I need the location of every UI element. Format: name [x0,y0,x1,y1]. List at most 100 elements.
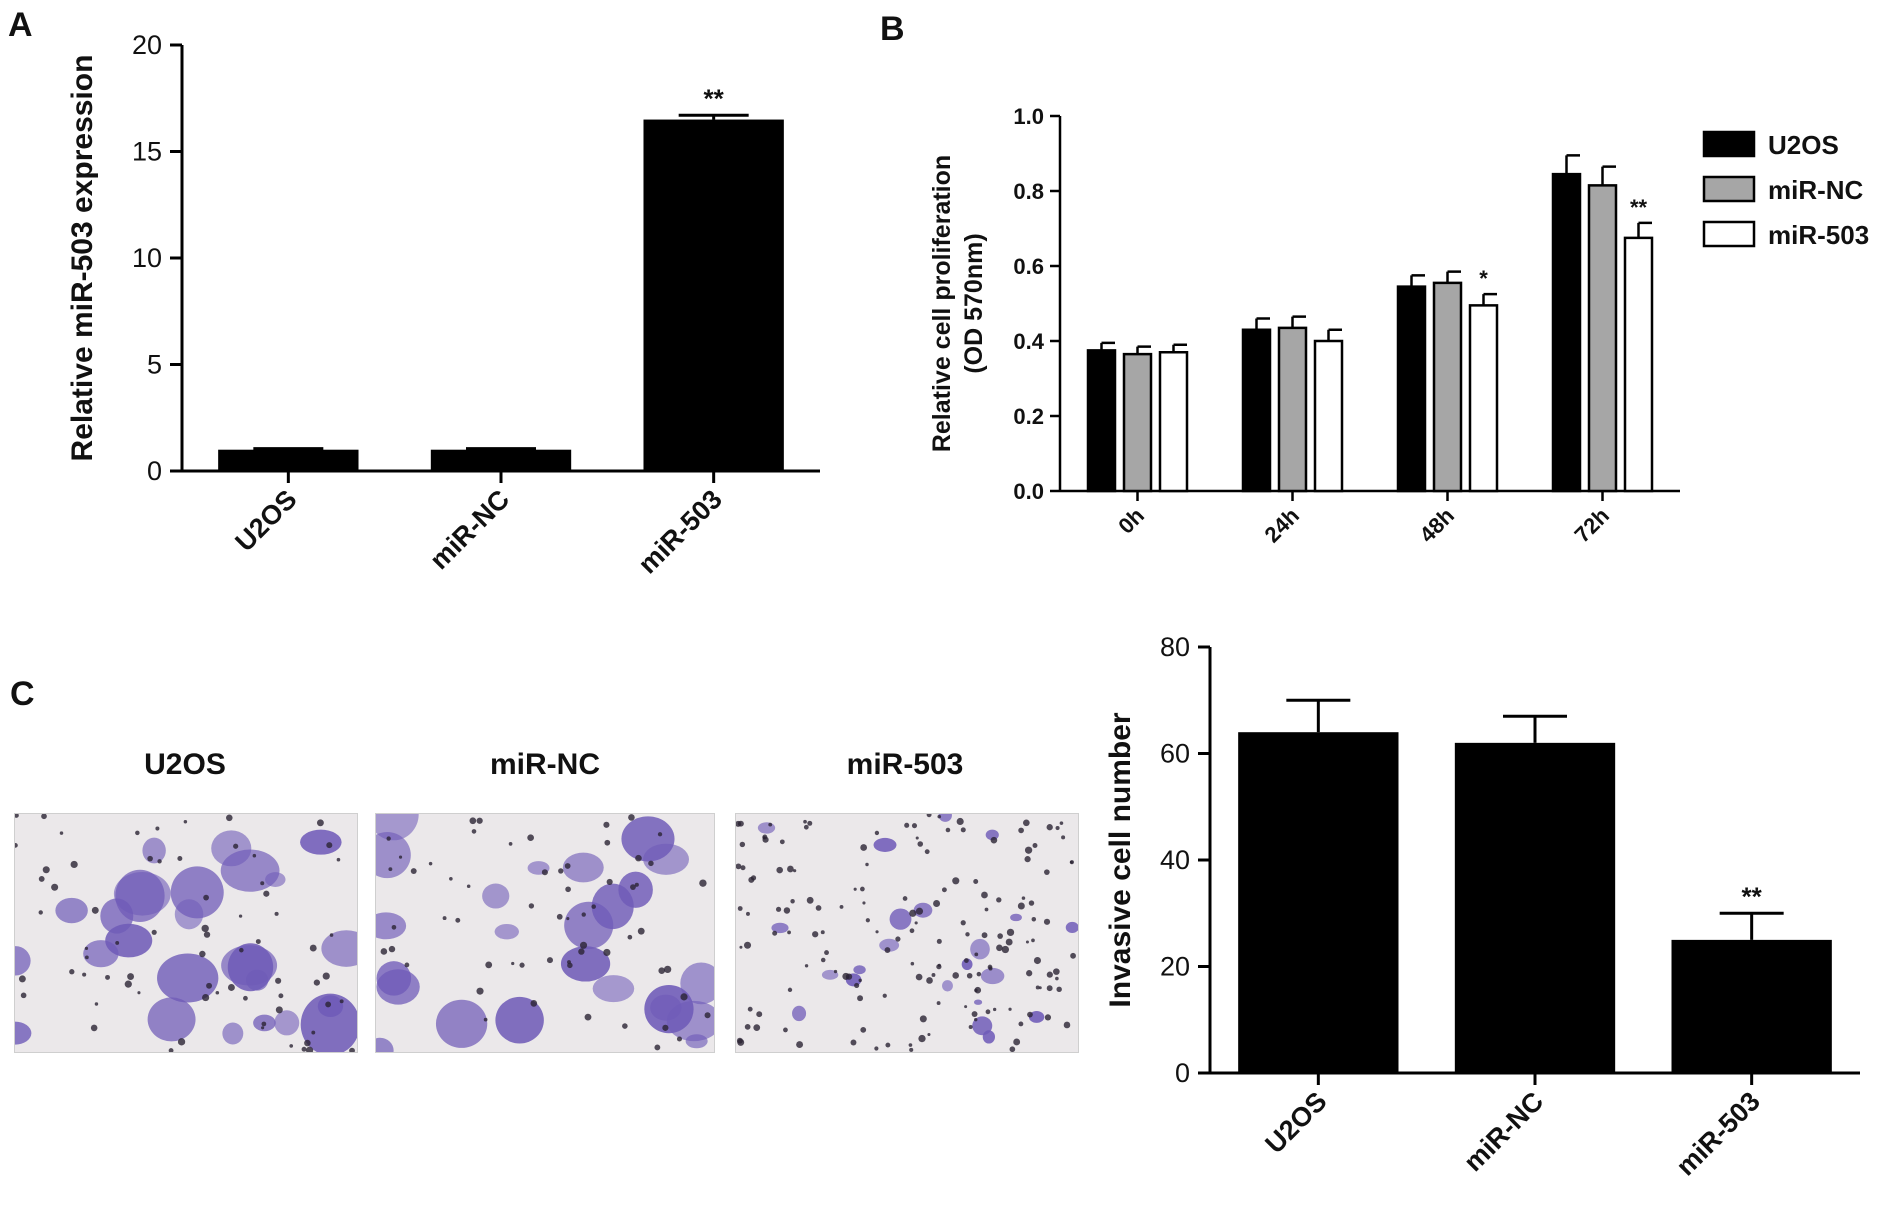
membrane-pore [147,855,153,862]
membrane-pore [322,972,330,980]
membrane-pore [471,829,477,834]
chart-c-invasion: 0 20 40 60 80 U2OS miR-NC miR-503 ** Invasive cel… [1104,632,1860,1182]
stained-cell [680,962,714,1005]
membrane-pore [1055,976,1059,981]
stained-cell [274,1010,300,1036]
membrane-pore [850,1039,857,1046]
membrane-pore [388,867,393,872]
membrane-pore [874,1046,879,1051]
membrane-pore [981,891,988,899]
image-label-u2os: U2OS [144,748,226,781]
membrane-pore [862,901,866,905]
y-tick-label-10: 10 [132,243,162,273]
membrane-pore [833,969,838,974]
membrane-pore [658,967,666,975]
membrane-pore [1046,985,1053,992]
membrane-pore [206,982,213,989]
membrane-pore [974,952,979,957]
membrane-pore [1022,819,1030,827]
membrane-pore [508,842,513,846]
membrane-pore [391,924,397,930]
membrane-pore [783,907,791,914]
stained-cell [376,969,420,1005]
stained-cell [495,996,544,1044]
bar-mir-503-24h [1313,339,1344,493]
membrane-pore [1026,970,1033,977]
x-tick-label-72h: 72h [1570,503,1614,547]
membrane-pore [630,884,636,890]
bar-mir-nc-72h [1587,184,1618,493]
membrane-pore [634,882,639,887]
membrane-pore [874,830,880,836]
membrane-pore [157,859,162,864]
membrane-pore [985,1009,991,1015]
membrane-pore [736,863,742,870]
membrane-pore [579,941,588,949]
membrane-pore [739,945,743,949]
membrane-pore [485,961,493,969]
membrane-pore [339,999,344,1004]
membrane-pore [815,905,822,911]
stained-cell [300,993,357,1052]
membrane-pore [1001,945,1010,954]
membrane-pore [1017,902,1025,910]
stained-cell [227,943,274,992]
membrane-pore [654,1044,661,1051]
membrane-pore [971,1011,978,1018]
membrane-pore [776,866,783,874]
y-tick-label-0-0: 0.0 [1013,479,1044,504]
stained-cell [321,930,357,967]
stained-cell [938,814,952,822]
membrane-pore [38,910,43,915]
stained-cell [970,938,990,960]
membrane-pore [1063,1021,1071,1029]
membrane-pore [996,944,1003,952]
membrane-pore [584,1013,592,1021]
membrane-pore [233,843,239,849]
bar-u2os-24h [1241,328,1272,493]
membrane-pore [70,860,78,869]
stained-cell [873,837,897,852]
bar-u2os-48h [1396,285,1427,493]
membrane-pore [511,961,515,966]
membrane-pore [746,911,750,916]
membrane-pore [842,972,850,980]
stained-cell [560,946,611,982]
membrane-pore [945,827,951,833]
membrane-pore [275,977,282,984]
membrane-pore [737,820,744,827]
membrane-pore [984,907,989,912]
membrane-pore [635,854,642,862]
membrane-pore [860,1027,867,1033]
stained-cell [300,829,342,855]
membrane-pore [1013,1038,1021,1046]
y-axis-label: Invasive cell number [1104,712,1137,1007]
membrane-pore [94,1002,99,1006]
membrane-pore [960,827,966,833]
membrane-pore [968,1025,973,1030]
membrane-pore [38,875,45,882]
membrane-pore [59,831,64,835]
membrane-pore [124,980,132,988]
stained-cell [157,953,219,1003]
membrane-pore [483,1017,488,1022]
membrane-pore [875,930,879,934]
membrane-pore [704,1012,711,1019]
membrane-pore [793,869,797,873]
membrane-pore [803,824,809,830]
membrane-pore [203,894,209,901]
bar-mir-503-72h [1623,236,1654,493]
membrane-pore [637,927,645,935]
stained-cell [222,1022,244,1045]
stained-cell [435,999,488,1048]
membrane-pore [1032,843,1038,849]
membrane-pore [915,973,923,981]
membrane-pore [1044,869,1050,875]
membrane-pore [528,903,535,909]
membrane-pore [313,979,320,986]
membrane-pore [853,887,857,891]
membrane-pore [1053,968,1060,975]
membrane-pore [865,862,869,867]
membrane-pore [137,991,141,995]
membrane-pore [790,899,795,904]
